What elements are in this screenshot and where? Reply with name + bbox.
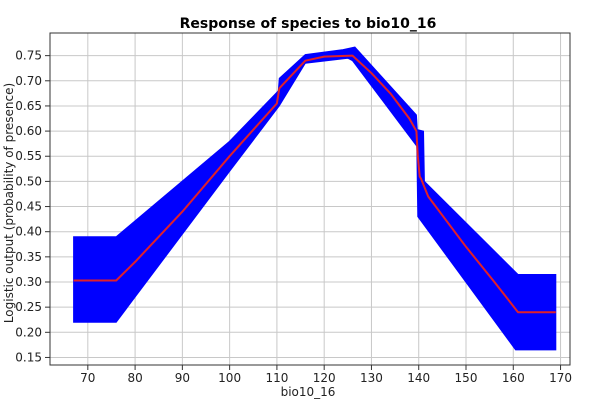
y-tick-label: 0.65 (15, 99, 42, 113)
y-tick-label: 0.45 (15, 200, 42, 214)
x-tick-label: 160 (502, 371, 525, 385)
confidence-band (73, 46, 557, 351)
y-tick-label: 0.30 (15, 275, 42, 289)
y-tick-label: 0.60 (15, 124, 42, 138)
y-tick-label: 0.55 (15, 149, 42, 163)
y-axis-title: Logistic output (probability of presence… (2, 83, 16, 323)
x-tick-label: 70 (80, 371, 95, 385)
gridlines (50, 33, 570, 365)
y-tick-label: 0.70 (15, 74, 42, 88)
axis-ticks: 70 80 90 100 110 120 130 140 150 160 170 0.15 0.20 0.… (15, 49, 572, 385)
x-tick-label: 90 (175, 371, 190, 385)
chart-title: Response of species to bio10_16 (180, 16, 437, 32)
mean-response-line (73, 54, 556, 314)
x-axis-title: bio10_16 (281, 385, 336, 399)
plot-frame (49, 32, 571, 366)
plot-background (50, 33, 570, 365)
y-tick-label: 0.75 (15, 49, 42, 63)
x-tick-label: 170 (549, 371, 572, 385)
y-tick-label: 0.35 (15, 250, 42, 264)
x-tick-label: 110 (265, 371, 288, 385)
y-tick-label: 0.50 (15, 174, 42, 188)
y-tick-label: 0.25 (15, 300, 42, 314)
x-tick-label: 130 (360, 371, 383, 385)
x-tick-label: 80 (127, 371, 142, 385)
band-area (73, 46, 557, 351)
mean-line (73, 54, 556, 314)
x-tick-label: 120 (313, 371, 336, 385)
plot-border (49, 32, 571, 366)
x-tick-label: 140 (407, 371, 430, 385)
y-tick-label: 0.40 (15, 225, 42, 239)
y-tick-label: 0.15 (15, 350, 42, 364)
x-tick-label: 100 (218, 371, 241, 385)
y-tick-label: 0.20 (15, 325, 42, 339)
x-tick-label: 150 (455, 371, 478, 385)
